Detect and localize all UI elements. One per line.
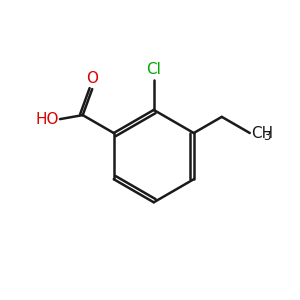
Text: O: O [86,70,98,86]
Text: Cl: Cl [146,62,161,77]
Text: HO: HO [35,112,59,127]
Text: CH: CH [252,125,274,140]
Text: 3: 3 [263,130,270,142]
